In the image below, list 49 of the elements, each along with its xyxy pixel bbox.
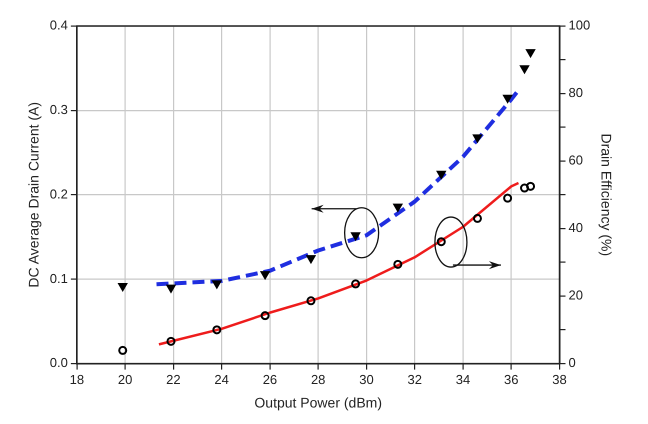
y2-tick-label: 20 [568,288,583,303]
x-tick-label: 22 [166,372,181,387]
point [351,232,360,240]
point [526,182,536,191]
y-tick-label: 0.1 [50,270,68,286]
x-tick-label: 30 [359,372,374,387]
y2-axis-title: Drain Efficiency (%) [598,133,615,256]
x-tick-label: 32 [407,372,422,387]
x-tick-label: 34 [456,372,470,387]
point [118,346,128,355]
point [526,49,536,58]
x-tick-label: 36 [504,372,518,387]
point [520,184,530,193]
point [436,237,446,246]
point [260,271,270,280]
point [503,94,512,103]
y-axis-title: DC Average Drain Current (A) [25,102,42,288]
point [503,194,512,203]
x-tick-label: 20 [118,372,132,387]
y2-tick-label: 40 [568,220,583,236]
x-tick-label: 24 [214,372,229,387]
point [472,214,482,223]
y-tick-label: 0.4 [50,18,68,33]
point [166,336,176,346]
x-axis-title: Output Power (dBm) [254,394,382,410]
point [212,280,222,288]
point [166,284,176,293]
point [436,170,446,179]
point [393,204,402,212]
x-tick-label: 18 [70,372,84,387]
point [306,296,316,306]
y-tick-label: 0.0 [50,355,68,370]
x-tick-label: 38 [552,372,567,387]
y-tick-label: 0.2 [50,186,68,202]
y2-tick-label: 60 [568,152,583,168]
y2-tick-label: 100 [568,18,590,33]
point [306,255,316,264]
point [260,311,270,320]
point [393,260,402,269]
x-tick-label: 28 [310,372,326,387]
y2-tick-label: 80 [568,85,583,100]
point [473,134,482,142]
point [118,282,128,291]
y-tick-label: 0.3 [50,102,68,117]
point [212,325,222,334]
y2-tick-label: 0 [568,355,576,370]
point [520,65,529,74]
x-tick-label: 26 [262,372,278,387]
point [351,279,360,288]
